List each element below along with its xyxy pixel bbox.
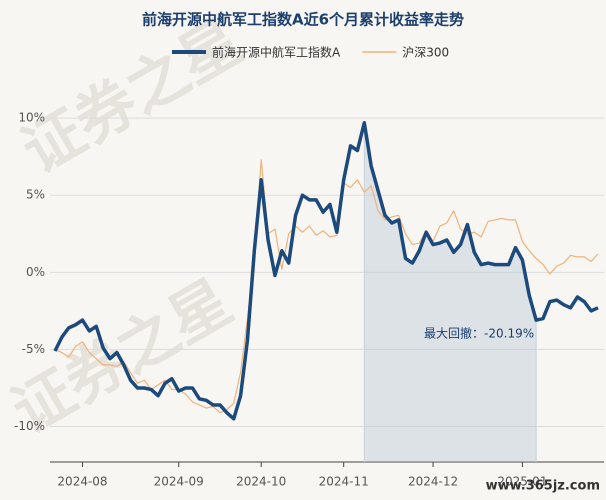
x-tick-label: 2024-08	[57, 475, 107, 489]
x-tick-label: 2024-11	[319, 475, 369, 489]
legend-label: 沪深300	[402, 46, 449, 60]
chart-title: 前海开源中航军工指数A近6个月累计收益率走势	[142, 11, 464, 29]
x-tick-label: 2024-10	[236, 475, 286, 489]
y-tick-label: -5%	[22, 342, 45, 356]
x-tick-label: 2024-09	[154, 475, 204, 489]
x-tick-label: 2025-01	[497, 475, 547, 489]
legend-label: 前海开源中航军工指数A	[212, 45, 341, 60]
drawdown-area	[364, 122, 537, 463]
series-line	[54, 159, 599, 414]
y-tick-label: -10%	[14, 419, 45, 433]
watermark: www.365jz.com	[486, 479, 600, 494]
series-line	[53, 121, 599, 421]
y-tick-label: 10%	[18, 111, 45, 125]
y-tick-label: 5%	[26, 188, 45, 202]
y-tick-label: 0%	[26, 265, 45, 279]
annotation: 最大回撤：-20.19%	[424, 326, 534, 341]
x-tick-label: 2024-12	[408, 475, 458, 489]
watermark: 证券之星	[11, 7, 254, 188]
